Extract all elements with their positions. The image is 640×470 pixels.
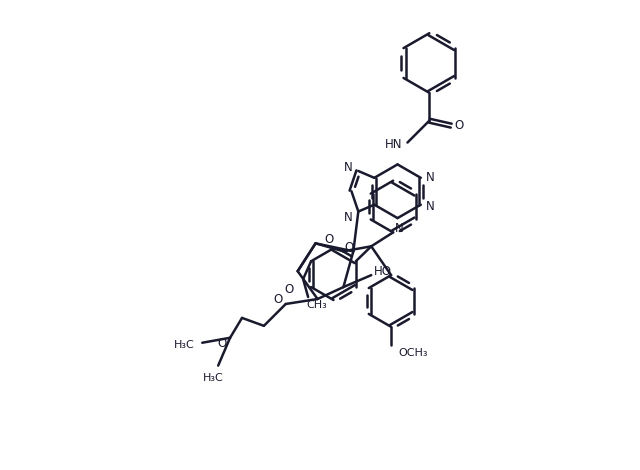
Text: H₃C: H₃C	[203, 373, 223, 383]
Text: O: O	[285, 282, 294, 296]
Text: CH₃: CH₃	[307, 300, 328, 310]
Text: HN: HN	[385, 138, 403, 151]
Text: O: O	[454, 119, 464, 132]
Text: N: N	[344, 161, 353, 173]
Text: N: N	[426, 200, 435, 213]
Text: O: O	[273, 293, 282, 306]
Text: N: N	[426, 172, 435, 184]
Text: HO: HO	[374, 265, 392, 278]
Text: O: O	[325, 233, 334, 246]
Text: O: O	[218, 337, 227, 350]
Text: N: N	[395, 221, 404, 235]
Text: H₃C: H₃C	[174, 340, 195, 350]
Text: O: O	[345, 241, 354, 254]
Text: OCH₃: OCH₃	[398, 348, 428, 358]
Text: N: N	[344, 211, 353, 224]
